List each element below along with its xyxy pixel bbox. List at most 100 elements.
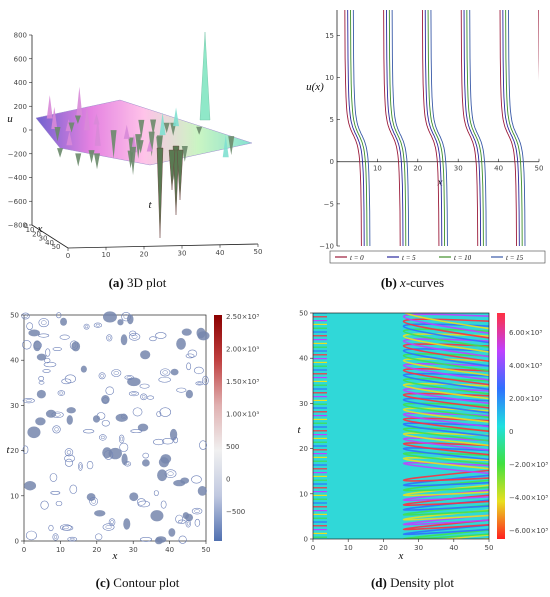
y-tick-label: 30 bbox=[299, 400, 308, 408]
density-stripe bbox=[402, 456, 489, 470]
z-tick-label: −200 bbox=[8, 150, 27, 158]
z-tick-label: 400 bbox=[14, 79, 27, 87]
contour-blob bbox=[24, 480, 37, 491]
t-tick-label: 30 bbox=[178, 250, 187, 258]
contour-ring bbox=[60, 524, 72, 531]
contour-blob bbox=[86, 493, 96, 502]
contour-blob bbox=[197, 331, 210, 341]
contour-ring-inner bbox=[113, 370, 119, 375]
contour-ring bbox=[22, 398, 35, 404]
contour-ring bbox=[199, 440, 207, 450]
contour-ring-inner bbox=[186, 521, 190, 526]
surface-spike bbox=[148, 131, 155, 157]
plot-frame bbox=[23, 314, 207, 542]
surface-spike bbox=[138, 119, 145, 139]
t-tick-label: 0 bbox=[66, 252, 70, 260]
contour-blob bbox=[126, 314, 134, 325]
contour-ring bbox=[146, 395, 155, 400]
contour-ring bbox=[105, 386, 115, 395]
series-2-line bbox=[350, 10, 523, 246]
y-tick-label: 15 bbox=[325, 32, 334, 40]
density-stripe bbox=[402, 432, 489, 447]
contour-ring bbox=[140, 393, 148, 401]
colorbar-label: 4.00×10³ bbox=[509, 362, 542, 370]
contour-ring-inner bbox=[197, 382, 202, 385]
surface-spike bbox=[75, 153, 82, 167]
surface-spike bbox=[57, 148, 64, 158]
surface-spike bbox=[222, 135, 229, 158]
contour-ring bbox=[142, 452, 149, 459]
contour-ring bbox=[149, 336, 157, 342]
plot-frame bbox=[312, 312, 490, 540]
colorbar-label: 2.50×10³ bbox=[226, 313, 259, 321]
contour-ring bbox=[156, 411, 162, 417]
caption-b-var: x bbox=[400, 275, 406, 290]
contour-ring-inner bbox=[23, 314, 28, 318]
contour-ring bbox=[193, 366, 204, 375]
z-tick-label: 0 bbox=[23, 127, 27, 135]
y-tick-label: 0 bbox=[330, 158, 334, 166]
contour-blob bbox=[170, 368, 179, 376]
contour-ring bbox=[153, 490, 159, 496]
colorbar-label: −2.00×10³ bbox=[509, 461, 548, 469]
contour-ring bbox=[98, 434, 107, 441]
density-stripe bbox=[402, 427, 489, 442]
caption-d: (d) Density plot bbox=[275, 575, 550, 591]
legend-label: t = 10 bbox=[454, 254, 472, 262]
contour-ring-inner bbox=[131, 334, 138, 339]
x-tick-label: 50 bbox=[202, 546, 211, 554]
caption-a: (a) 3D plot bbox=[0, 275, 275, 291]
contour-ring bbox=[67, 536, 78, 542]
surface-spike bbox=[110, 130, 117, 159]
y-tick-label: 10 bbox=[10, 492, 19, 500]
contour-ring bbox=[42, 369, 51, 373]
y-tick-label: 5 bbox=[330, 116, 334, 124]
contour-ring-inner bbox=[95, 323, 101, 327]
contour-ring-inner bbox=[79, 464, 82, 469]
contour-blob bbox=[176, 337, 186, 350]
density-background bbox=[313, 313, 489, 539]
legend-box bbox=[329, 250, 546, 264]
contour-blob bbox=[101, 395, 110, 405]
contour-ring bbox=[56, 312, 62, 319]
series-3-line bbox=[352, 10, 526, 246]
contour-ring bbox=[64, 458, 74, 467]
density-stripe bbox=[402, 437, 489, 451]
density-stripe bbox=[402, 318, 489, 339]
caption-a-label: (a) bbox=[108, 275, 124, 290]
caption-d-label: (d) bbox=[370, 575, 387, 590]
contour-ring-inner bbox=[107, 336, 111, 340]
y-tick-label: −10 bbox=[319, 243, 334, 251]
surface-spike bbox=[196, 126, 203, 135]
contour-ring bbox=[178, 535, 187, 544]
series-0-line bbox=[344, 10, 539, 246]
contour-ring-inner bbox=[131, 392, 137, 396]
surface-spike bbox=[181, 145, 188, 162]
contour-blob bbox=[140, 350, 151, 360]
contour-ring-inner bbox=[53, 535, 58, 539]
t-axis bbox=[67, 243, 259, 249]
y-tick-label: 10 bbox=[325, 74, 334, 82]
x-axis bbox=[31, 224, 69, 249]
surface-spike bbox=[46, 95, 53, 119]
contour-blob bbox=[66, 407, 76, 414]
x-tick-label: 40 bbox=[45, 239, 54, 247]
z-tick-label: −600 bbox=[8, 198, 27, 206]
contour-ring bbox=[43, 361, 57, 368]
x-tick-label: 10 bbox=[26, 226, 35, 234]
contour-ring-inner bbox=[91, 499, 96, 504]
x-tick-label: 40 bbox=[494, 165, 503, 173]
contour-blob bbox=[94, 510, 106, 517]
contour-blob bbox=[36, 389, 46, 399]
caption-d-text: Density plot bbox=[390, 575, 455, 590]
density-stripe bbox=[402, 323, 489, 344]
contour-blob bbox=[142, 459, 150, 467]
x-tick-label: 20 bbox=[379, 544, 388, 552]
density-stripe bbox=[402, 333, 489, 353]
z-axis-label: u bbox=[7, 113, 13, 125]
contour-blob bbox=[121, 453, 128, 466]
surface-spike bbox=[54, 126, 61, 142]
contour-ring bbox=[78, 462, 83, 471]
contour-ring bbox=[44, 357, 51, 364]
